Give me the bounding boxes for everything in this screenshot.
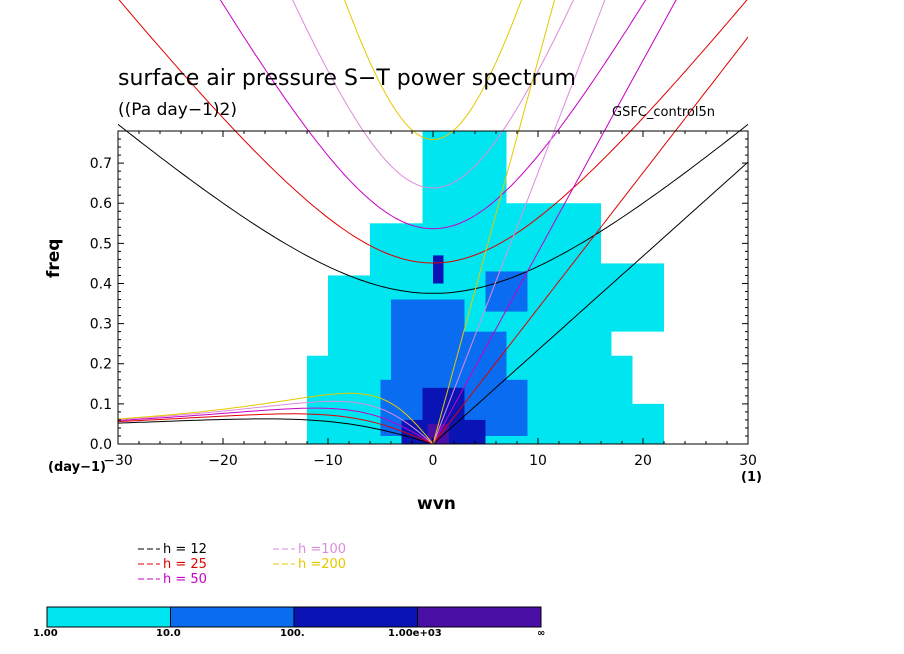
kelvin-wave-h25 — [432, 36, 748, 444]
y-unit-label: (day−1) — [48, 460, 106, 475]
legend-h200: h =200 — [298, 557, 347, 572]
rossby-wave-h12 — [118, 418, 434, 444]
colorbar — [46, 606, 542, 628]
colorbar-swatch-1 — [170, 606, 295, 628]
colorbar-swatch-0 — [46, 606, 171, 628]
y-tick-label-4: 0.4 — [90, 276, 112, 292]
x-tick-label-5: 20 — [634, 453, 652, 469]
colorbar-swatch-2 — [293, 606, 418, 628]
rossby-wave-h50 — [118, 407, 434, 444]
y-tick-label-3: 0.3 — [90, 317, 112, 333]
shading-layer — [307, 131, 664, 444]
legend-lines — [138, 548, 295, 580]
y-tick-label-5: 0.5 — [90, 236, 112, 252]
inertia-gravity-h12 — [118, 123, 748, 294]
colorbar-label-4: ∞ — [537, 628, 546, 639]
x-tick-label-3: 0 — [429, 453, 438, 469]
inertia-gravity-h100 — [292, 0, 575, 189]
x-tick-label-4: 10 — [529, 453, 547, 469]
legend-h100: h =100 — [298, 542, 347, 557]
rossby-wave-h200 — [118, 392, 434, 444]
colorbar-label-2: 100. — [280, 628, 305, 639]
shaded-region-1-6 — [527, 263, 664, 332]
rossby-wave-h25 — [118, 413, 434, 444]
legend-h25: h = 25 — [163, 557, 207, 572]
x-tick-label-6: 30 — [739, 453, 757, 469]
shaded-region-3-2 — [433, 255, 444, 284]
kelvin-wave-h50 — [432, 0, 677, 444]
dispersion-curves — [118, 0, 748, 444]
rossby-wave-h100 — [118, 400, 434, 444]
legend-h50: h = 50 — [163, 572, 207, 587]
inertia-gravity-h200 — [344, 0, 523, 141]
x-tick-label-1: −20 — [208, 453, 238, 469]
y-axis-label: freq — [44, 238, 64, 278]
x-unit-label: (1) — [741, 470, 762, 485]
y-tick-label-2: 0.2 — [90, 357, 112, 373]
y-tick-label-1: 0.1 — [90, 397, 112, 413]
colorbar-swatch-3 — [417, 606, 542, 628]
inertia-gravity-h25 — [118, 0, 748, 264]
run-name: GSFC_control5n — [612, 105, 715, 120]
axis-ticks: −30 −20 −10 0 10 20 30 0.0 0.1 0.2 0.3 0.4 0.5 0.6 0.7 — [90, 131, 757, 469]
colorbar-label-1: 10.0 — [156, 628, 181, 639]
legend-h12: h = 12 — [163, 542, 207, 557]
chart-title: surface air pressure S−T power spectrum — [118, 66, 576, 91]
y-tick-label-6: 0.6 — [90, 196, 112, 212]
x-tick-label-2: −10 — [313, 453, 343, 469]
colorbar-label-3: 1.00e+03 — [388, 628, 442, 639]
inertia-gravity-h50 — [219, 0, 647, 230]
kelvin-wave-h200 — [432, 0, 556, 444]
colorbar-label-0: 1.00 — [33, 628, 58, 639]
x-axis-label: wvn — [417, 494, 456, 514]
chart-units: ((Pa day−1)2) — [118, 100, 237, 120]
y-tick-label-7: 0.7 — [90, 156, 112, 172]
kelvin-wave-h12 — [432, 161, 748, 444]
kelvin-wave-h100 — [432, 0, 606, 444]
x-tick-label-0: −30 — [103, 453, 133, 469]
y-tick-label-0: 0.0 — [90, 437, 112, 453]
